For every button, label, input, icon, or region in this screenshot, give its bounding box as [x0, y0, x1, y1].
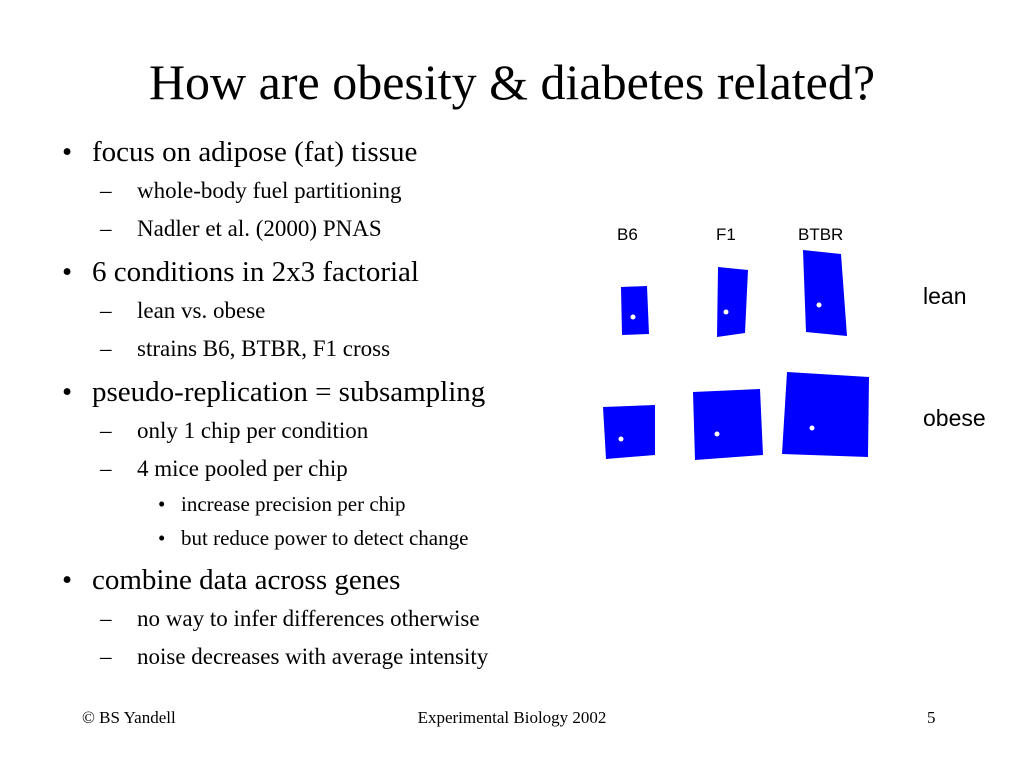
bullet-item: • 6 conditions in 2x3 factorial	[62, 255, 419, 289]
bullet-list: • focus on adipose (fat) tissue – whole-…	[62, 135, 488, 671]
chip-lean-btbr	[803, 250, 847, 336]
chip-shape	[693, 389, 763, 460]
sub-bullet-text: Nadler et al. (2000) PNAS	[137, 216, 382, 241]
sub-sub-bullet-text: but reduce power to detect change	[181, 526, 469, 550]
sub-bullet-item: – lean vs. obese	[100, 297, 265, 325]
chip-shape	[782, 372, 869, 457]
row-label-lean: lean	[923, 283, 967, 309]
bullet-marker: •	[158, 526, 166, 550]
dash-marker: –	[100, 418, 112, 443]
chip-dot	[816, 302, 822, 308]
bullet-text: 6 conditions in 2x3 factorial	[92, 256, 419, 288]
chip-dot	[630, 314, 636, 320]
chip-lean-f1	[717, 267, 748, 337]
page-number: 5	[927, 708, 936, 727]
sub-bullet-text: lean vs. obese	[137, 298, 266, 323]
dash-marker: –	[100, 178, 112, 203]
sub-bullet-text: no way to infer differences otherwise	[137, 606, 480, 631]
chip-shape	[621, 286, 649, 335]
column-label-btbr: BTBR	[798, 225, 844, 244]
sub-bullet-item: – strains B6, BTBR, F1 cross	[100, 335, 390, 363]
sub-sub-bullet-item: • but reduce power to detect change	[158, 525, 468, 551]
bullet-text: focus on adipose (fat) tissue	[92, 136, 418, 168]
column-label-b6: B6	[617, 225, 638, 244]
dash-marker: –	[100, 298, 112, 323]
sub-bullet-item: – whole-body fuel partitioning	[100, 177, 401, 205]
bullet-marker: •	[62, 136, 73, 168]
bullet-marker: •	[62, 564, 73, 596]
bullet-item: • pseudo-replication = subsampling	[62, 375, 485, 409]
chip-shape	[717, 267, 748, 337]
sub-bullet-item: – Nadler et al. (2000) PNAS	[100, 215, 382, 243]
sub-bullet-item: – only 1 chip per condition	[100, 417, 368, 445]
sub-bullet-text: only 1 chip per condition	[137, 418, 369, 443]
sub-sub-bullet-item: • increase precision per chip	[158, 491, 405, 517]
bullet-text: pseudo-replication = subsampling	[92, 376, 486, 408]
sub-bullet-item: – 4 mice pooled per chip	[100, 455, 348, 483]
chip-dot	[618, 436, 624, 442]
chip-obese-b6	[603, 405, 655, 459]
chip-lean-b6	[621, 286, 649, 335]
bullet-item: • focus on adipose (fat) tissue	[62, 135, 417, 169]
sub-bullet-text: 4 mice pooled per chip	[137, 456, 348, 481]
sub-bullet-item: – noise decreases with average intensity	[100, 643, 488, 671]
sub-bullet-item: – no way to infer differences otherwise	[100, 605, 480, 633]
chip-shape	[803, 250, 847, 336]
footer-conference: Experimental Biology 2002	[417, 708, 607, 727]
bullet-text: combine data across genes	[92, 564, 401, 596]
sub-bullet-text: noise decreases with average intensity	[137, 644, 489, 669]
chip-dot	[723, 309, 729, 315]
sub-bullet-text: whole-body fuel partitioning	[137, 178, 402, 203]
chip-dot	[809, 425, 815, 431]
dash-marker: –	[100, 644, 112, 669]
sub-bullet-text: strains B6, BTBR, F1 cross	[137, 336, 391, 361]
dash-marker: –	[100, 606, 112, 631]
column-label-f1: F1	[716, 225, 736, 244]
chip-dot	[714, 431, 720, 437]
bullet-item: • combine data across genes	[62, 563, 400, 597]
row-label-obese: obese	[923, 405, 986, 431]
slide-title: How are obesity & diabetes related?	[148, 54, 876, 110]
sub-sub-bullet-text: increase precision per chip	[181, 492, 406, 516]
dash-marker: –	[100, 336, 112, 361]
chip-obese-btbr	[782, 372, 869, 457]
bullet-marker: •	[158, 492, 166, 516]
chip-obese-f1	[693, 389, 763, 460]
dash-marker: –	[100, 456, 112, 481]
bullet-marker: •	[62, 376, 73, 408]
bullet-marker: •	[62, 256, 73, 288]
footer-copyright: © BS Yandell	[82, 708, 176, 727]
chip-shape	[603, 405, 655, 459]
dash-marker: –	[100, 216, 112, 241]
